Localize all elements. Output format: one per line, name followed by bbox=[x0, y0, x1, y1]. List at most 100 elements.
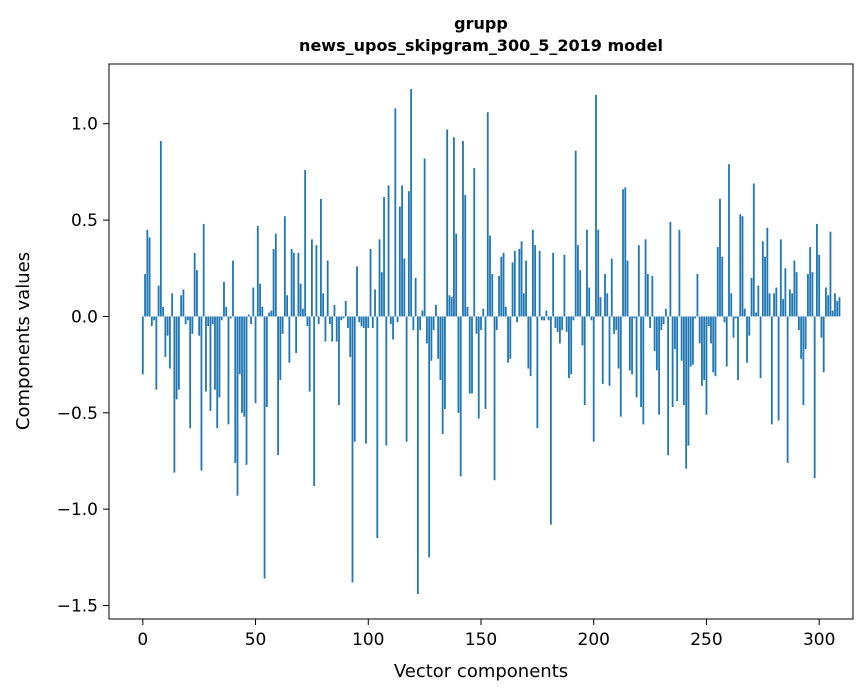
bar-27 bbox=[202, 223, 205, 317]
bars-group bbox=[141, 89, 841, 594]
bar-197 bbox=[586, 229, 588, 317]
bar-194 bbox=[579, 270, 582, 317]
bar-111 bbox=[392, 316, 394, 340]
bar-217 bbox=[631, 316, 633, 375]
bar-270 bbox=[750, 277, 753, 317]
bar-42 bbox=[236, 316, 239, 496]
bar-289 bbox=[793, 260, 796, 317]
bar-207 bbox=[608, 316, 611, 386]
bar-38 bbox=[227, 316, 230, 425]
bar-109 bbox=[387, 185, 390, 317]
bar-113 bbox=[396, 316, 399, 323]
bar-298 bbox=[813, 316, 816, 479]
bar-48 bbox=[250, 316, 252, 325]
bar-201 bbox=[595, 94, 597, 317]
bar-272 bbox=[755, 312, 757, 317]
bar-206 bbox=[606, 293, 609, 317]
bar-254 bbox=[714, 316, 717, 377]
bar-84 bbox=[331, 316, 334, 342]
bar-87 bbox=[338, 316, 340, 406]
bar-231 bbox=[662, 316, 665, 325]
bar-177 bbox=[540, 316, 543, 321]
bar-17 bbox=[180, 295, 183, 317]
bar-30 bbox=[209, 316, 212, 411]
bar-169 bbox=[522, 293, 525, 317]
bar-95 bbox=[356, 266, 358, 317]
bar-31 bbox=[211, 316, 214, 325]
bar-40 bbox=[232, 260, 234, 317]
bar-65 bbox=[288, 316, 291, 363]
bar-282 bbox=[777, 316, 780, 421]
y-tick-label: 0.0 bbox=[71, 307, 98, 327]
bar-1 bbox=[144, 274, 146, 317]
y-tick-label: −0.5 bbox=[57, 404, 98, 424]
bar-240 bbox=[683, 316, 685, 406]
bar-275 bbox=[761, 241, 764, 317]
bar-220 bbox=[637, 245, 640, 317]
bar-28 bbox=[205, 316, 207, 392]
bar-183 bbox=[554, 316, 557, 329]
bar-159 bbox=[500, 256, 503, 317]
bar-134 bbox=[444, 316, 446, 409]
bar-127 bbox=[428, 316, 431, 558]
bar-77 bbox=[315, 245, 318, 317]
bar-91 bbox=[347, 316, 349, 329]
x-tick-label: 250 bbox=[690, 630, 722, 650]
bar-168 bbox=[520, 241, 523, 317]
bar-29 bbox=[207, 316, 210, 327]
bar-235 bbox=[671, 316, 674, 408]
bar-205 bbox=[604, 274, 606, 317]
bar-188 bbox=[565, 316, 568, 332]
y-tick-label: −1.5 bbox=[57, 597, 98, 617]
bar-266 bbox=[741, 216, 744, 317]
bar-232 bbox=[664, 308, 667, 317]
bar-242 bbox=[687, 316, 690, 446]
bar-227 bbox=[653, 316, 656, 352]
bar-126 bbox=[425, 316, 428, 344]
x-axis-label: Vector components bbox=[394, 661, 568, 682]
bar-199 bbox=[590, 316, 593, 321]
bar-83 bbox=[329, 316, 331, 325]
bar-47 bbox=[247, 314, 250, 317]
bar-121 bbox=[414, 277, 417, 317]
bar-249 bbox=[703, 316, 706, 381]
bar-142 bbox=[462, 141, 464, 317]
bar-182 bbox=[552, 252, 555, 317]
bar-133 bbox=[441, 316, 444, 434]
bar-306 bbox=[831, 310, 834, 317]
bar-304 bbox=[827, 295, 830, 317]
bar-135 bbox=[446, 129, 449, 317]
bar-16 bbox=[177, 316, 180, 390]
bar-114 bbox=[398, 206, 401, 317]
bar-187 bbox=[563, 254, 566, 317]
bar-148 bbox=[475, 316, 478, 334]
bar-165 bbox=[513, 250, 516, 317]
bar-215 bbox=[626, 260, 629, 317]
bar-85 bbox=[333, 304, 336, 317]
bar-64 bbox=[286, 295, 289, 317]
bar-71 bbox=[301, 308, 304, 317]
bar-257 bbox=[721, 256, 724, 317]
bar-89 bbox=[342, 316, 345, 319]
bar-236 bbox=[673, 316, 676, 350]
bar-164 bbox=[511, 262, 514, 317]
bar-141 bbox=[459, 316, 462, 477]
bar-34 bbox=[218, 316, 221, 398]
bar-12 bbox=[168, 316, 171, 369]
bar-260 bbox=[728, 164, 730, 317]
bar-308 bbox=[836, 301, 839, 317]
bar-230 bbox=[660, 316, 663, 330]
bar-58 bbox=[272, 249, 275, 317]
bar-259 bbox=[725, 316, 728, 367]
bar-68 bbox=[295, 316, 298, 354]
bar-147 bbox=[473, 168, 476, 317]
bar-276 bbox=[764, 256, 766, 317]
bar-55 bbox=[265, 316, 268, 408]
bar-51 bbox=[256, 225, 259, 317]
bar-106 bbox=[380, 272, 383, 317]
bar-32 bbox=[214, 316, 216, 390]
bar-61 bbox=[279, 316, 282, 381]
bar-293 bbox=[802, 316, 805, 406]
bar-132 bbox=[439, 316, 442, 381]
bar-302 bbox=[822, 316, 825, 373]
